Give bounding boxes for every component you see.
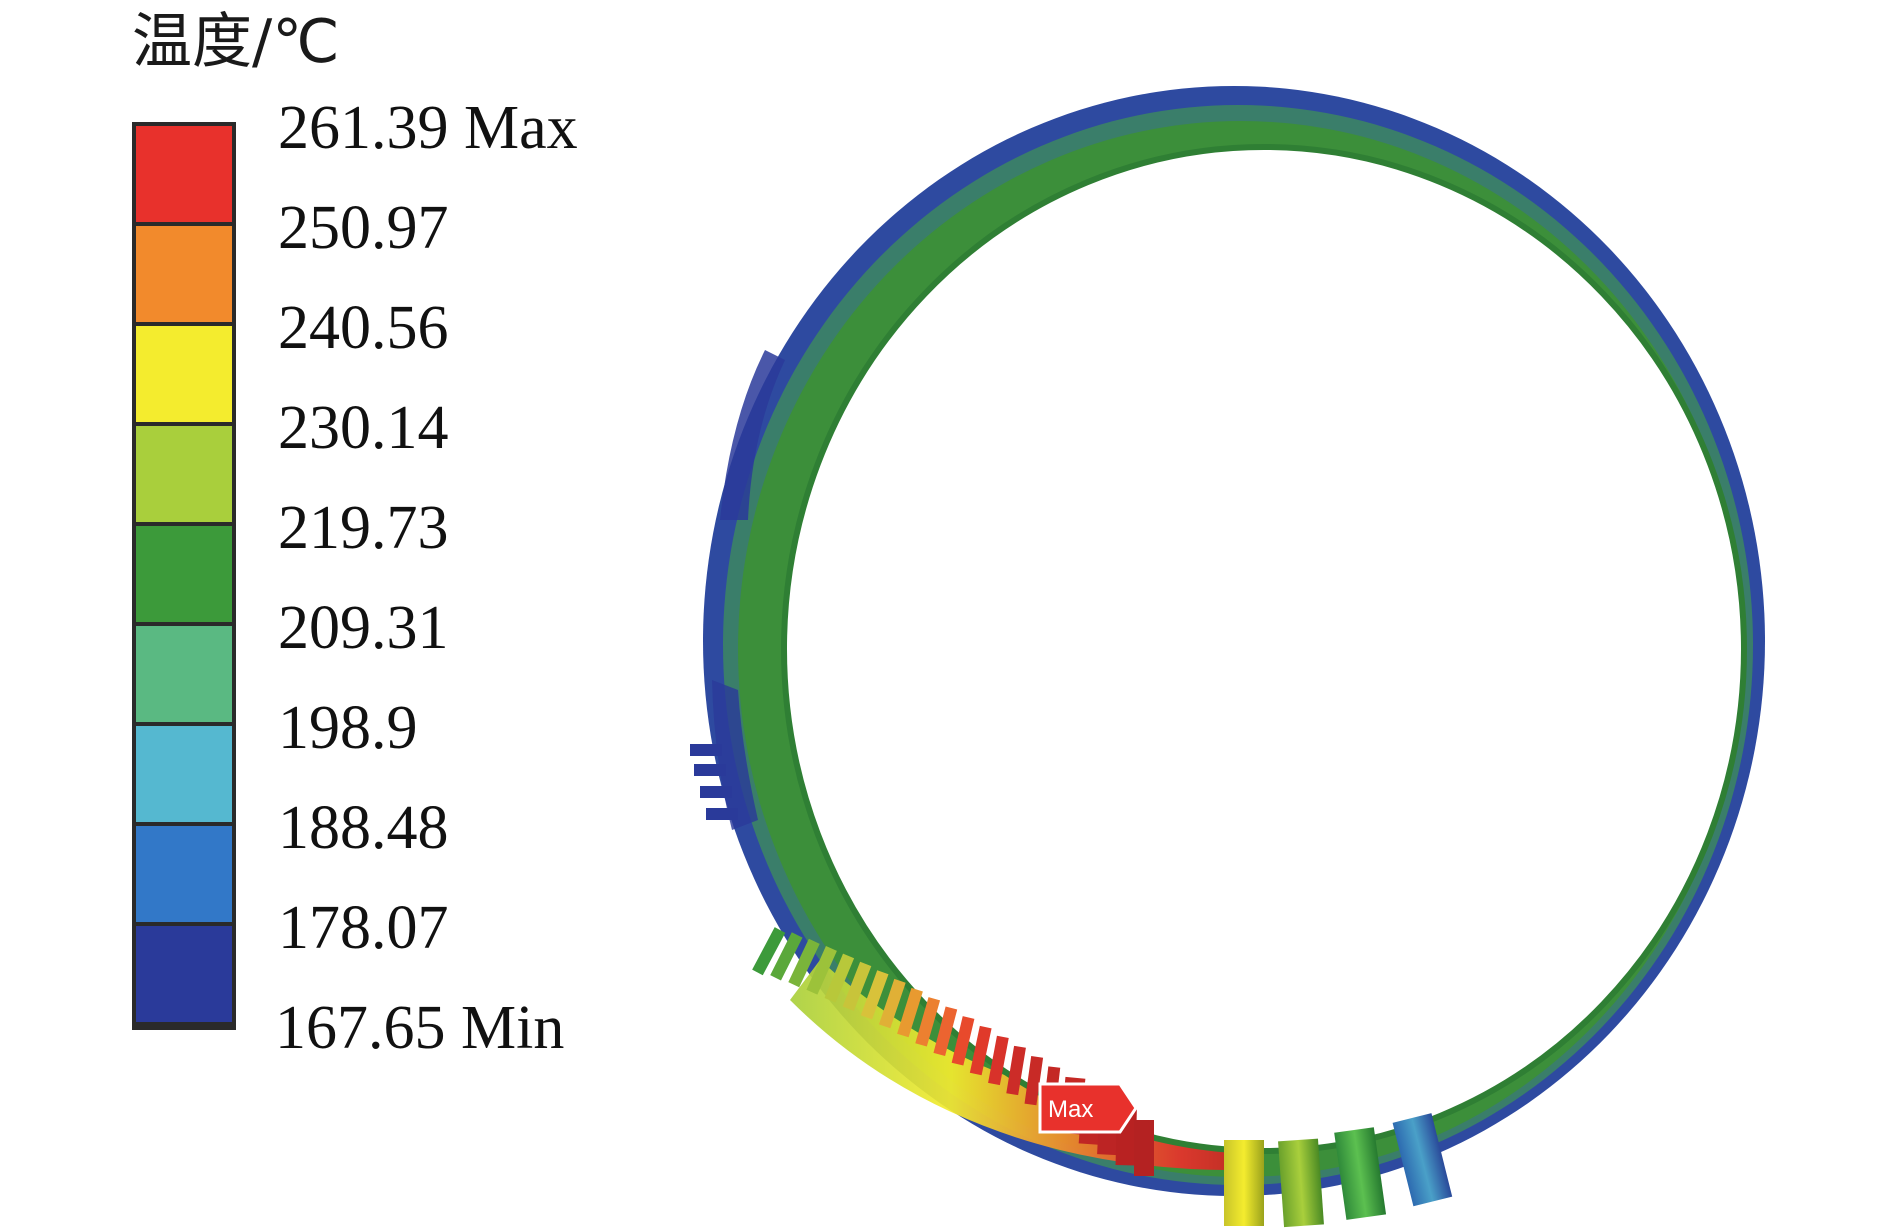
fin	[878, 978, 906, 1029]
fin	[915, 997, 941, 1047]
legend-label: 188.48	[278, 794, 449, 862]
ring-left-cold-patch	[720, 350, 785, 520]
legend-swatch	[136, 526, 232, 622]
legend-label: 198.9	[278, 694, 418, 762]
fin	[842, 961, 872, 1011]
left-fin	[690, 744, 722, 756]
legend-swatch	[136, 626, 232, 722]
legend-colorbar	[132, 122, 236, 1030]
legend-swatch	[136, 426, 232, 522]
legend-label: 230.14	[278, 394, 449, 462]
bottom-fin	[1334, 1127, 1387, 1220]
legend-title: 温度/℃	[132, 7, 340, 77]
legend-label: 178.07	[278, 894, 449, 962]
fin	[752, 927, 786, 976]
left-fin	[700, 786, 732, 798]
fin	[1024, 1056, 1044, 1106]
legend-label: 250.97	[278, 194, 449, 262]
left-fins	[690, 744, 738, 820]
fin	[806, 945, 837, 995]
legend-swatch	[136, 326, 232, 422]
legend-swatch	[136, 726, 232, 822]
legend-label: 219.73	[278, 494, 449, 562]
fin	[969, 1025, 992, 1076]
legend-swatch	[136, 926, 232, 1022]
fin	[770, 932, 803, 981]
fin	[1134, 1120, 1154, 1176]
legend-label: 209.31	[278, 594, 449, 662]
legend: 温度/℃ 261.39 Max250.97240.56230.14219.732…	[132, 7, 578, 1062]
legend-swatch	[136, 826, 232, 922]
legend-label: 167.65 Min	[275, 994, 564, 1062]
max-marker: Max	[1038, 1082, 1138, 1134]
ring-interior	[786, 149, 1742, 1149]
ring-left-cold-patch-2	[712, 680, 758, 830]
legend-labels: 261.39 Max 250.97 240.56 230.14 219.73 209.31…	[275, 94, 578, 1062]
fin	[951, 1016, 975, 1066]
legend-label: 261.39 Max	[278, 94, 578, 162]
max-marker-label: Max	[1048, 1096, 1093, 1123]
left-fin	[694, 764, 726, 776]
fin	[988, 1035, 1009, 1086]
legend-swatch	[136, 226, 232, 322]
max-marker-tag	[1038, 1082, 1138, 1134]
ring-model: Max	[690, 86, 1765, 1228]
left-fin	[706, 808, 738, 820]
bottom-fin	[1392, 1113, 1453, 1207]
bottom-fin	[1278, 1138, 1324, 1228]
fin	[860, 970, 889, 1020]
fin	[824, 953, 855, 1003]
fin	[933, 1006, 958, 1056]
fin	[1006, 1045, 1026, 1096]
legend-label: 240.56	[278, 294, 449, 362]
bottom-fin	[1224, 1140, 1264, 1226]
fin	[897, 987, 923, 1038]
legend-swatch	[136, 126, 232, 222]
fin	[788, 938, 820, 988]
bottom-fins	[1224, 1113, 1453, 1228]
